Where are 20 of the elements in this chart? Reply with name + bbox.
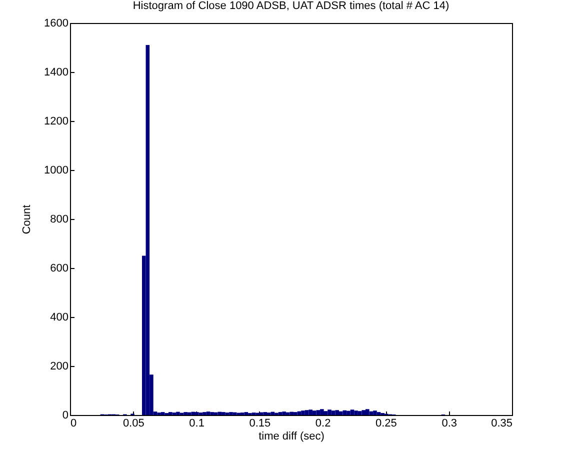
x-axis-title: time diff (sec): [258, 430, 324, 442]
y-tick-label: 1200: [44, 116, 68, 128]
x-tick-label: 0.2: [315, 418, 331, 430]
x-tick-label: 0.3: [442, 418, 458, 430]
chart-title: Histogram of Close 1090 ADSB, UAT ADSR times (total # AC 14): [132, 0, 450, 12]
y-axis-title: Count: [21, 204, 34, 234]
y-tick-label: 200: [50, 360, 68, 372]
y-tick-label: 600: [50, 262, 68, 274]
y-tick-label: 1600: [44, 18, 68, 30]
x-tick-label: 0.15: [249, 418, 271, 430]
y-tick-label: 1400: [44, 66, 68, 78]
x-tick-label: 0.25: [376, 418, 397, 430]
x-tick-label: 0: [70, 418, 77, 430]
y-tick-label: 800: [50, 214, 68, 226]
y-tick-label: 400: [50, 312, 68, 324]
y-tick-label: 1000: [44, 164, 68, 176]
x-tick-label: 0.1: [189, 418, 204, 430]
x-tick-label: 0.35: [491, 418, 512, 430]
y-tick-label: 0: [62, 410, 68, 422]
x-tick-label: 0.05: [122, 418, 144, 430]
